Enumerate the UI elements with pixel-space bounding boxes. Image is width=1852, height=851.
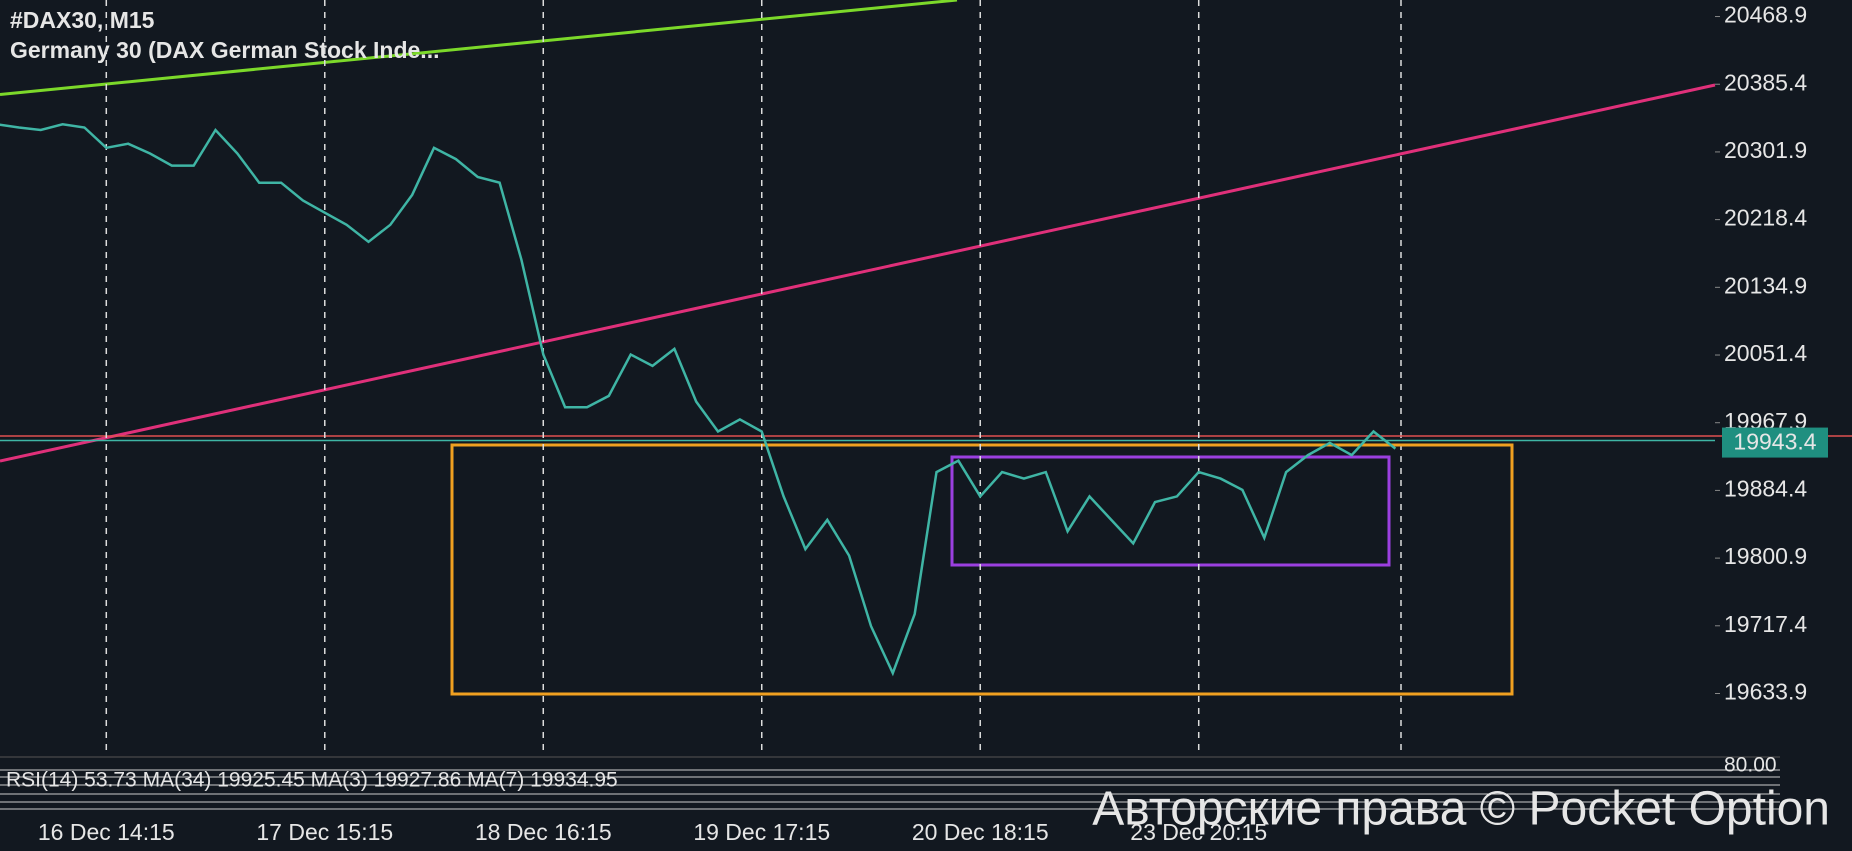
trend-line — [0, 0, 958, 96]
x-tick-label: 19 Dec 17:15 — [693, 819, 830, 845]
trend-line — [0, 83, 1716, 463]
range-box — [450, 443, 1514, 696]
indicator-tick: 80.00 — [1724, 754, 1777, 777]
x-tick-label: 23 Dec 20:15 — [1130, 819, 1267, 845]
y-tick-label: 20051.4 — [1724, 340, 1807, 366]
y-tick-label: 19633.9 — [1724, 679, 1807, 705]
chart-title: #DAX30, M15 — [10, 7, 155, 33]
price-line — [0, 123, 1397, 677]
y-tick-label: 20134.9 — [1724, 272, 1807, 298]
y-tick-label: 19800.9 — [1724, 543, 1807, 569]
y-tick-label: 20301.9 — [1724, 137, 1807, 163]
price-badge — [1722, 427, 1828, 458]
x-tick-label: 17 Dec 15:15 — [256, 819, 393, 845]
y-tick-label: 19884.4 — [1724, 475, 1807, 501]
x-tick-label: 20 Dec 18:15 — [912, 819, 1049, 845]
range-box — [950, 455, 1391, 567]
y-tick-label: 20385.4 — [1724, 69, 1807, 95]
y-tick-label: 19717.4 — [1724, 611, 1807, 637]
y-tick-label: 20218.4 — [1724, 205, 1807, 231]
x-tick-label: 18 Dec 16:15 — [475, 819, 612, 845]
chart-subtitle: Germany 30 (DAX German Stock Inde... — [10, 37, 439, 63]
indicator-label: RSI(14) 53.73 MA(34) 19925.45 MA(3) 1992… — [6, 769, 618, 792]
watermark: Авторские права © Pocket Option — [1092, 783, 1830, 836]
y-tick-label: 20468.9 — [1724, 2, 1807, 28]
indicator-panel: RSI(14) 53.73 MA(34) 19925.45 MA(3) 1992… — [0, 754, 1780, 810]
x-tick-label: 16 Dec 14:15 — [38, 819, 175, 845]
price-badge-label: 19943.4 — [1733, 429, 1816, 455]
